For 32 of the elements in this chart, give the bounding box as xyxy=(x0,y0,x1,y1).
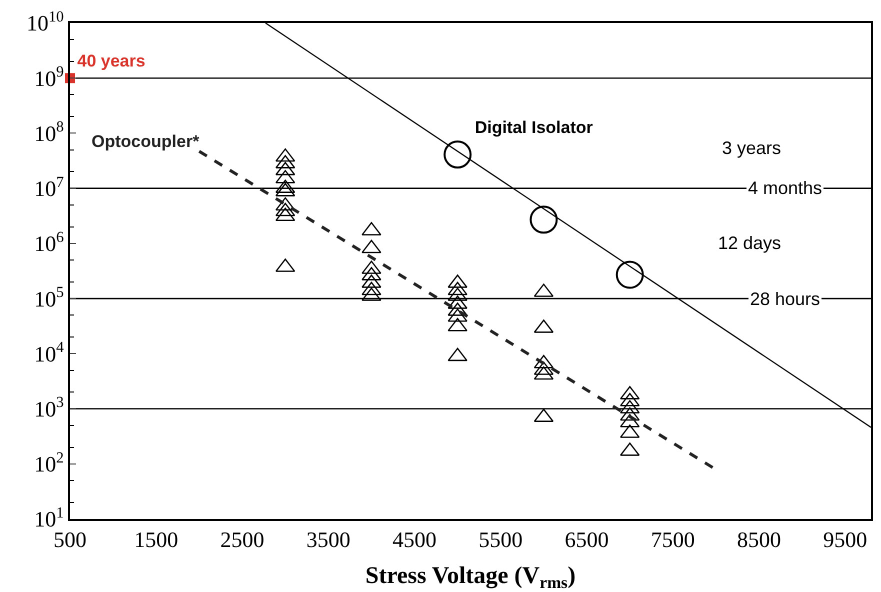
point xyxy=(448,308,468,322)
y-tick-label: 10$^{2}$ xyxy=(34,449,64,477)
y-tick-label: 10$^{6}$ xyxy=(34,228,64,256)
x-axis-title: Stress Voltage (V$_{rms}$) xyxy=(365,562,576,592)
x-tick-label: 6500 xyxy=(564,527,609,552)
series-label: Optocoupler* xyxy=(92,132,200,152)
y-tick-label: 10$^{10}$ xyxy=(26,8,64,36)
point xyxy=(448,348,468,362)
x-tick-label: 8500 xyxy=(737,527,782,552)
x-tick-label: 3500 xyxy=(306,527,350,552)
y-tick-label: 10$^{5}$ xyxy=(34,284,64,312)
point xyxy=(448,282,468,296)
x-tick-label: 1500 xyxy=(134,527,178,552)
ref-line-label: 28 hours xyxy=(750,289,820,309)
x-tick-label: 7500 xyxy=(650,527,695,552)
point xyxy=(362,240,382,254)
y-tick-label: 10$^{8}$ xyxy=(34,118,64,146)
y-tick-label: 10$^{3}$ xyxy=(34,394,64,422)
annotation: 12 days xyxy=(718,233,782,253)
y-tick-label: 10$^{9}$ xyxy=(34,64,64,91)
point xyxy=(448,318,468,332)
series-label: 40 years xyxy=(77,52,146,71)
ref-line-label: 4 months xyxy=(748,178,822,198)
x-tick-label: 5500 xyxy=(478,527,523,552)
x-tick-label: 9500 xyxy=(823,527,868,552)
annotation: 3 years xyxy=(722,138,782,158)
x-tick-label: 2500 xyxy=(220,527,264,552)
x-tick-label: 4500 xyxy=(392,527,437,552)
point xyxy=(362,282,382,296)
series-label: Digital Isolator xyxy=(474,118,594,138)
y-tick-label: 10$^{7}$ xyxy=(34,174,64,202)
y-tick-label: 10$^{4}$ xyxy=(34,339,64,366)
